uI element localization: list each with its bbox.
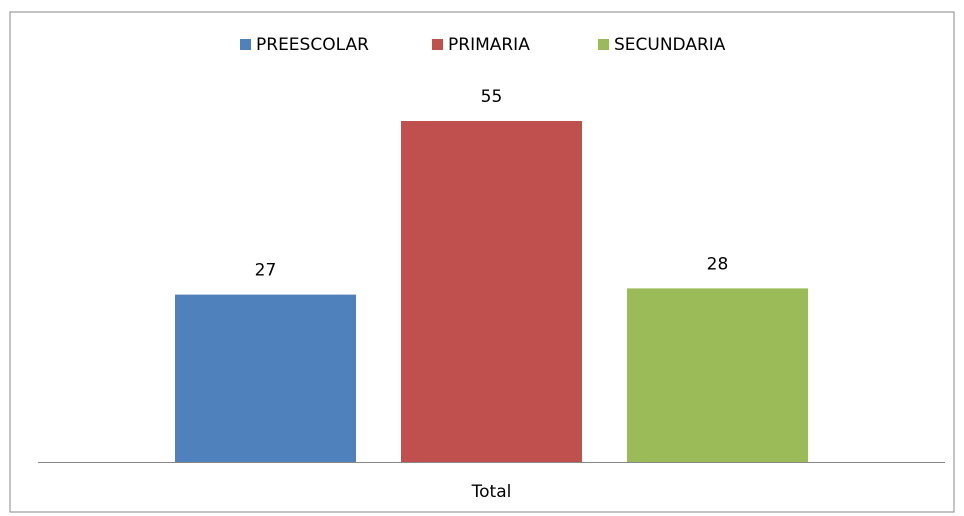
legend-label: PRIMARIA (448, 35, 530, 55)
bar (401, 121, 582, 462)
x-tick-label: Total (471, 482, 512, 502)
data-label: 27 (255, 261, 277, 281)
data-label: 55 (481, 87, 503, 107)
bar (175, 294, 356, 462)
legend-swatch (240, 39, 251, 50)
bar (627, 288, 808, 462)
legend-swatch (598, 39, 609, 50)
legend-label: PREESCOLAR (256, 35, 369, 55)
legend-label: SECUNDARIA (614, 35, 726, 55)
data-label: 28 (707, 254, 729, 274)
legend-swatch (432, 39, 443, 50)
